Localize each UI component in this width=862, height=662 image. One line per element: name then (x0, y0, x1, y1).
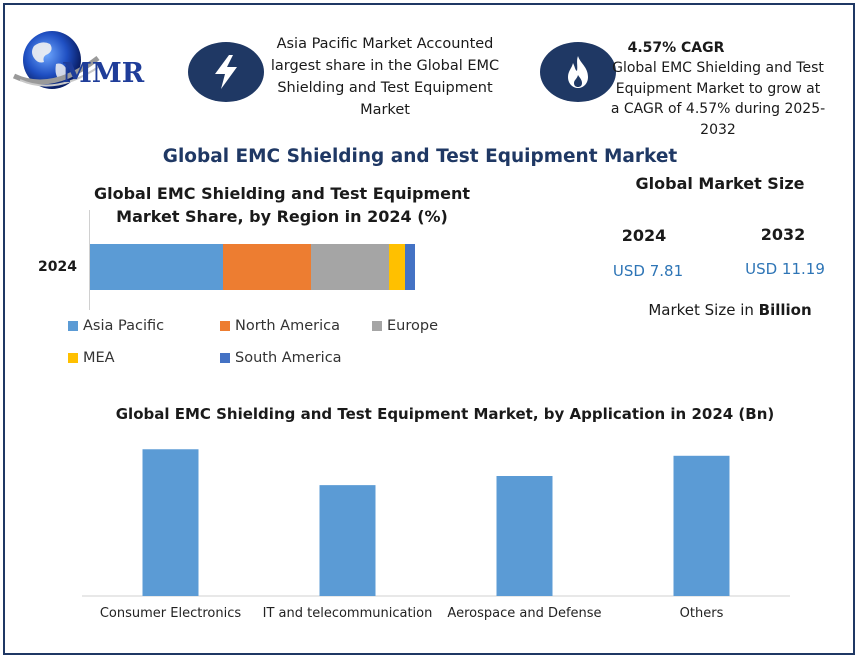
bar-segment-north-america (223, 244, 311, 290)
info-right-line: Global EMC Shielding and Test (612, 60, 824, 76)
region-chart-title-line: Market Share, by Region in 2024 (%) (116, 207, 448, 226)
legend-swatch (372, 321, 382, 331)
info-right-line: 2032 (700, 121, 736, 138)
flame-icon (540, 42, 616, 102)
category-label: Others (679, 606, 724, 621)
market-size-unit-prefix: Market Size in (648, 301, 759, 319)
legend-item-north-america: North America (220, 318, 340, 334)
bar-consumer-electronics (142, 449, 199, 596)
legend-label: Europe (387, 318, 438, 334)
category-label: IT and telecommunication (262, 606, 433, 621)
region-chart-title: Global EMC Shielding and Test Equipment … (72, 182, 492, 228)
legend-swatch (220, 321, 230, 331)
bar-segment-mea (388, 244, 405, 290)
region-chart-axis (89, 210, 90, 310)
info-left-line: Market (360, 102, 410, 118)
info-left-line: largest share in the Global EMC (270, 58, 500, 74)
bar-others (673, 455, 730, 596)
market-size-unit: Market Size in Billion (600, 301, 860, 319)
legend-label: North America (235, 318, 340, 334)
market-size-value-2032: USD 11.19 (745, 260, 825, 278)
info-left-line: Asia Pacific Market Accounted (276, 36, 494, 52)
legend-swatch (68, 321, 78, 331)
legend-item-asia-pacific: Asia Pacific (68, 318, 164, 334)
info-right-line: a CAGR of 4.57% during 2025- (610, 101, 826, 117)
legend-item-mea: MEA (68, 350, 115, 366)
region-chart-title-line: Global EMC Shielding and Test Equipment (93, 184, 471, 203)
info-right-text: Global EMC Shielding and Test Equipment … (608, 58, 828, 140)
info-left-text: Asia Pacific Market Accounted largest sh… (258, 33, 512, 121)
market-size-value-2024: USD 7.81 (612, 262, 684, 280)
cagr-title: 4.57% CAGR (627, 40, 725, 56)
category-label: Consumer Electronics (99, 606, 242, 621)
legend-label: Asia Pacific (83, 318, 165, 334)
legend-label: MEA (83, 350, 115, 366)
application-chart-title: Global EMC Shielding and Test Equipment … (115, 405, 775, 423)
application-bar-chart (82, 449, 790, 597)
globe-icon (12, 31, 101, 89)
logo-text: MMR (62, 58, 145, 89)
mmr-logo: MMR (12, 24, 172, 94)
info-left-line: Shielding and Test Equipment (277, 80, 493, 96)
bar-segment-south-america (404, 244, 415, 290)
region-chart-category-label: 2024 (38, 259, 77, 275)
info-right-line: Equipment Market to grow at (615, 80, 821, 97)
category-label: Aerospace and Defense (447, 606, 602, 621)
market-size-year-2024: 2024 (621, 226, 667, 245)
bar-segment-asia-pacific (90, 244, 224, 290)
region-stacked-bar (90, 244, 415, 290)
legend-item-europe: Europe (372, 318, 438, 334)
bar-it-and-telecommunication (319, 485, 376, 596)
bar-aerospace-and-defense (496, 476, 553, 596)
market-size-unit-bold: Billion (758, 301, 812, 319)
infographic-frame (3, 3, 855, 655)
region-chart-legend: Asia Pacific North America Europe MEA South … (68, 318, 438, 378)
bar-segment-europe (310, 244, 389, 290)
legend-item-south-america: South America (220, 350, 342, 366)
market-size-year-2032: 2032 (760, 225, 806, 244)
legend-swatch (220, 353, 230, 363)
legend-label: South America (235, 350, 342, 366)
legend-swatch (68, 353, 78, 363)
main-title: Global EMC Shielding and Test Equipment … (162, 146, 678, 167)
lightning-icon (188, 42, 264, 102)
market-size-title: Global Market Size (635, 174, 805, 193)
